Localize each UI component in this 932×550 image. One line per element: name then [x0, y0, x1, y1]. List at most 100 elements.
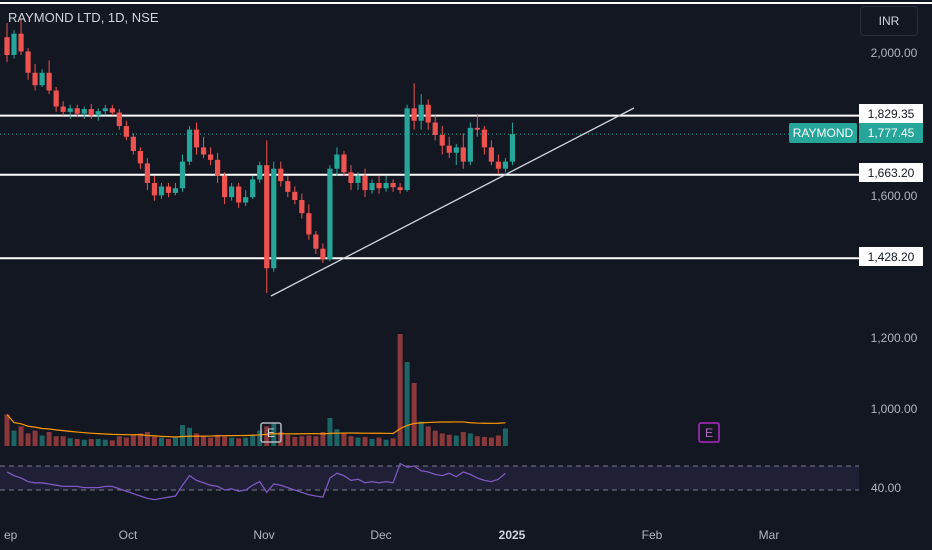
candle-body: [222, 175, 228, 198]
volume-bar: [109, 440, 115, 446]
volume-bar: [502, 428, 508, 446]
candle-body: [306, 213, 312, 235]
volume-bar: [453, 435, 459, 446]
candle-body: [432, 122, 438, 135]
candle-body: [348, 172, 354, 183]
currency-button[interactable]: INR: [860, 6, 918, 36]
volume-bar: [383, 439, 389, 446]
volume-bar: [208, 437, 214, 446]
candle-body: [130, 136, 136, 151]
volume-bar: [474, 436, 480, 446]
earnings-marker-icon[interactable]: [260, 422, 282, 443]
volume-bar: [313, 436, 319, 446]
candle-body: [39, 72, 45, 86]
volume-ma-line: [6, 414, 506, 438]
volume-bar: [467, 433, 473, 446]
volume-bar: [130, 435, 136, 446]
candle-body: [425, 104, 431, 123]
volume-bar: [74, 439, 80, 446]
volume-bar: [285, 434, 291, 446]
candle-body: [243, 197, 249, 203]
time-label: Mar: [759, 528, 780, 542]
candle-body: [53, 90, 59, 107]
candle-body: [144, 163, 150, 183]
time-label: Oct: [119, 528, 138, 542]
price-tick: 1,600.00: [871, 189, 918, 203]
candle-body: [495, 161, 501, 169]
candle-body: [11, 33, 17, 55]
volume-bar: [11, 430, 17, 446]
volume-bar: [376, 437, 382, 446]
candle-body: [488, 147, 494, 162]
candle-body: [453, 147, 459, 153]
candle-body: [467, 127, 473, 162]
volume-bar: [488, 437, 494, 446]
candle-body: [137, 150, 143, 164]
candle-body: [158, 186, 165, 196]
volume-bar: [123, 437, 129, 446]
current-price-tag-bg: [859, 123, 923, 143]
current-price-tag: 1,777.45: [868, 126, 915, 140]
volume-bar: [460, 432, 466, 446]
candle-body: [109, 108, 115, 113]
rsi-tick: 40.00: [871, 481, 901, 495]
candle-body: [207, 154, 214, 160]
candle-body: [250, 179, 256, 198]
candle-body: [292, 191, 298, 201]
candle-body: [215, 159, 221, 176]
volume-bar: [172, 437, 178, 446]
volume-pane: [4, 334, 508, 446]
candle-body: [376, 182, 382, 189]
level-tag-bg: [859, 163, 923, 182]
candle-body: [88, 109, 94, 116]
candle-body: [285, 181, 291, 192]
volume-bar: [495, 435, 501, 446]
future-earnings-marker-icon[interactable]: [698, 422, 720, 443]
candle-body: [257, 165, 263, 180]
candle-body: [299, 200, 305, 214]
candle-body: [439, 134, 445, 146]
volume-bar: [334, 429, 340, 446]
time-axis[interactable]: ep Oct Nov Dec 2025 Feb Mar: [4, 528, 779, 542]
volume-bar: [362, 436, 368, 446]
volume-bar: [439, 433, 445, 446]
volume-bar: [229, 437, 235, 446]
volume-bar: [355, 437, 361, 446]
candle-body: [355, 175, 361, 183]
candle-body: [81, 109, 87, 114]
level-tag: 1,428.20: [868, 250, 915, 264]
time-label: Nov: [253, 528, 274, 542]
candle-body: [397, 187, 403, 191]
candle-body: [264, 165, 270, 269]
volume-bar: [390, 438, 396, 446]
level-labels: 1,829.35 1,663.20 1,428.20 RAYMOND 1,777…: [789, 104, 923, 266]
candle-body: [123, 126, 129, 137]
volume-bar: [201, 435, 207, 446]
volume-bar: [116, 436, 122, 446]
volume-bar: [299, 436, 305, 446]
candle-body: [236, 186, 242, 203]
rsi-pane: [0, 462, 859, 501]
candle-body: [369, 182, 375, 191]
candle-body: [74, 108, 80, 114]
price-axis[interactable]: 2,000.00 1,600.00 1,200.00 1,000.00 40.0…: [871, 46, 918, 495]
candle-body: [67, 108, 73, 112]
price-tick: 1,000.00: [871, 402, 918, 416]
volume-bar: [102, 439, 108, 446]
volume-bar: [4, 414, 10, 446]
volume-bar: [257, 430, 263, 446]
rsi-band: [0, 466, 859, 490]
volume-bar: [222, 436, 228, 446]
volume-bar: [418, 421, 424, 446]
candle-body: [460, 147, 466, 162]
volume-bar: [481, 436, 487, 446]
volume-bar: [292, 436, 298, 446]
volume-bar: [264, 426, 270, 446]
volume-bar: [165, 439, 171, 446]
candle-body: [151, 182, 158, 196]
level-tag-bg: [859, 104, 923, 123]
time-label: ep: [4, 528, 18, 542]
time-label: Dec: [370, 528, 391, 542]
volume-bar: [187, 427, 193, 446]
